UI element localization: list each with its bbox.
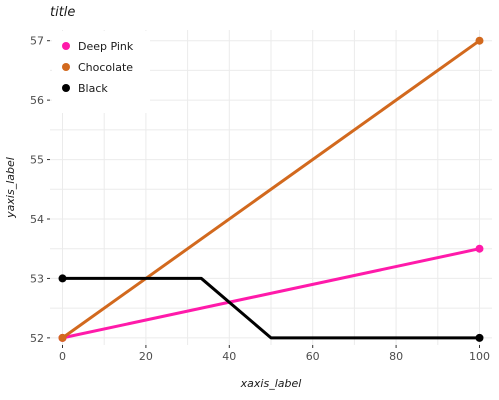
series-layer [58,36,484,342]
legend-label-black: Black [78,82,108,95]
x-tick-label: 100 [469,350,490,363]
y-tick-label: 55 [30,154,44,167]
legend-label-chocolate: Chocolate [78,61,133,74]
y-tick-label: 52 [30,332,44,345]
x-tick-label: 80 [389,350,403,363]
series-line-chocolate [61,39,481,340]
legend-marker-chocolate [62,63,70,71]
y-tick-label: 53 [30,272,44,285]
series-point-black-start [58,274,67,283]
x-tick-label: 60 [306,350,320,363]
y-axis-title: yaxis_label [4,157,17,219]
series-point-chocolate-start [58,333,67,342]
y-tick-label: 54 [30,213,44,226]
series-line-deep-pink [61,247,481,340]
legend-marker-deep-pink [62,42,70,50]
legend: Deep Pink Chocolate Black [52,31,150,113]
x-axis-title: xaxis_label [240,377,302,390]
x-tick-label: 40 [222,350,236,363]
y-tick-label: 56 [30,94,44,107]
series-point-deep-pink-end [475,244,484,253]
x-tick-label: 0 [59,350,66,363]
series-point-chocolate-end [475,36,484,45]
y-axis-ticks: 52 53 54 55 56 57 [30,35,50,345]
chart-title: title [50,5,75,20]
legend-marker-black [62,84,70,92]
series-point-black-end [475,333,484,342]
legend-label-deep-pink: Deep Pink [78,40,134,53]
x-axis-ticks: 0 20 40 60 80 100 [59,345,490,363]
x-tick-label: 20 [139,350,153,363]
y-tick-label: 57 [30,35,44,48]
series-line-black [61,276,481,340]
